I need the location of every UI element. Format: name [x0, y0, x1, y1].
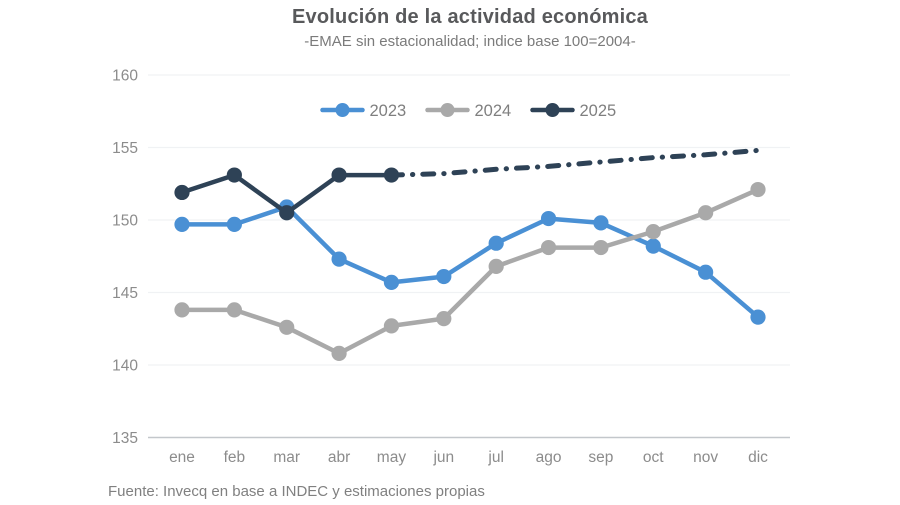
series-marker-2023 [750, 309, 766, 325]
legend-swatch-marker-2025 [545, 103, 560, 117]
series-marker-2024 [593, 239, 609, 256]
y-axis-tick-label: 135 [112, 430, 138, 447]
series-marker-2023 [383, 274, 400, 290]
series-marker-2025 [383, 167, 400, 183]
series-marker-2024 [436, 311, 452, 327]
y-axis-tick-label: 150 [112, 213, 138, 230]
series-marker-2024 [383, 318, 400, 334]
y-axis-tick-label: 160 [112, 68, 138, 85]
x-axis-tick-label: abr [328, 449, 350, 466]
chart-subtitle: -EMAE sin estacionalidad; indice base 10… [304, 33, 636, 50]
legend-label-2024: 2024 [475, 102, 512, 120]
x-axis-tick-label: dic [748, 449, 768, 466]
series-marker-2023 [174, 216, 190, 232]
x-axis-tick-label: jul [487, 449, 504, 466]
series-marker-2023 [331, 251, 347, 267]
series-line-2024 [179, 187, 761, 356]
y-axis-tick-label: 140 [112, 358, 138, 375]
series-projection-line-2025 [389, 147, 761, 178]
series-marker-2024 [488, 258, 504, 274]
series-marker-2025 [331, 167, 347, 183]
series-marker-2023 [593, 215, 609, 231]
legend-swatch-marker-2024 [440, 103, 455, 117]
legend-swatch-marker-2023 [335, 103, 350, 117]
x-axis-tick-label: oct [643, 449, 664, 466]
y-axis-tick-label: 145 [112, 285, 138, 302]
series-marker-2024 [698, 205, 714, 221]
x-axis-tick-label: mar [273, 449, 300, 466]
series-marker-2024 [645, 224, 661, 240]
series-marker-2024 [540, 239, 557, 256]
series-marker-2023 [226, 216, 242, 232]
series-marker-2024 [174, 302, 190, 318]
x-axis-tick-label: may [377, 449, 407, 466]
series-marker-2024 [331, 345, 347, 361]
x-axis-tick-label: feb [224, 449, 246, 466]
series-marker-2023 [436, 268, 452, 285]
series-marker-2023 [488, 235, 504, 251]
legend-label-2023: 2023 [370, 102, 407, 120]
series-marker-2024 [750, 181, 766, 198]
series-marker-2023 [645, 238, 661, 254]
series-marker-2024 [226, 302, 242, 318]
x-axis-tick-label: ago [536, 449, 562, 466]
chart-title: Evolución de la actividad económica [292, 6, 648, 28]
source-note: Fuente: Invecq en base a INDEC y estimac… [108, 483, 485, 500]
x-axis-tick-label: sep [588, 449, 613, 466]
series-line-2023 [179, 204, 761, 320]
x-axis-tick-label: nov [693, 449, 718, 466]
x-axis-tick-label: ene [169, 449, 195, 466]
y-axis-tick-label: 155 [112, 140, 138, 157]
series-marker-2024 [279, 319, 295, 335]
x-axis-tick-label: jun [432, 449, 454, 466]
legend-label-2025: 2025 [580, 102, 617, 120]
series-marker-2025 [174, 184, 190, 201]
series-marker-2023 [698, 264, 714, 280]
series-marker-2025 [226, 167, 242, 183]
series-marker-2025 [279, 205, 295, 221]
series-marker-2023 [540, 210, 557, 227]
